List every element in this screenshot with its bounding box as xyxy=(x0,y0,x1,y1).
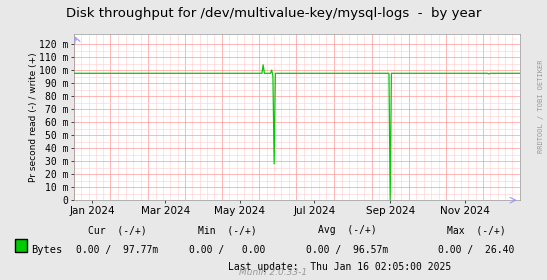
Text: Bytes: Bytes xyxy=(31,245,62,255)
Text: Avg  (-/+): Avg (-/+) xyxy=(318,225,377,235)
Text: 0.00 /   0.00: 0.00 / 0.00 xyxy=(189,245,265,255)
Text: RRDTOOL / TOBI OETIKER: RRDTOOL / TOBI OETIKER xyxy=(538,60,544,153)
Text: Min  (-/+): Min (-/+) xyxy=(197,225,257,235)
Text: Munin 2.0.33-1: Munin 2.0.33-1 xyxy=(240,268,307,277)
Text: Disk throughput for /dev/multivalue-key/mysql-logs  -  by year: Disk throughput for /dev/multivalue-key/… xyxy=(66,7,481,20)
Text: 0.00 /  96.57m: 0.00 / 96.57m xyxy=(306,245,388,255)
Text: Cur  (-/+): Cur (-/+) xyxy=(88,225,147,235)
Text: 0.00 /  26.40: 0.00 / 26.40 xyxy=(438,245,514,255)
Y-axis label: Pr second read (-) / write (+): Pr second read (-) / write (+) xyxy=(28,52,38,182)
Text: Max  (-/+): Max (-/+) xyxy=(446,225,505,235)
Text: 0.00 /  97.77m: 0.00 / 97.77m xyxy=(77,245,159,255)
Text: Last update:  Thu Jan 16 02:05:00 2025: Last update: Thu Jan 16 02:05:00 2025 xyxy=(228,262,451,272)
